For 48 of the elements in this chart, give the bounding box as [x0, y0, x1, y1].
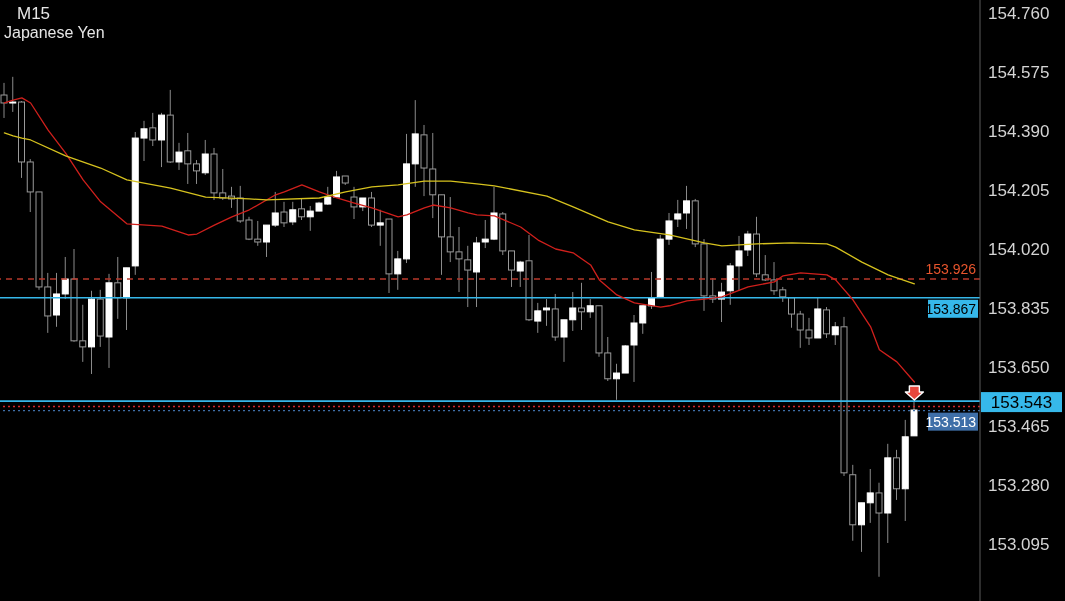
- y-tick-label: 154.760: [988, 4, 1050, 24]
- y-tick-label: 153.465: [988, 417, 1050, 436]
- candlestick: [613, 363, 620, 401]
- y-tick-label: 153.095: [988, 534, 1050, 554]
- candlestick: [586, 298, 594, 319]
- y-tick-label: 154.205: [988, 181, 1050, 201]
- candlestick: [534, 302, 542, 334]
- candlestick: [280, 201, 288, 228]
- ref-line-label: 153.926: [925, 260, 977, 277]
- candlestick: [289, 201, 297, 226]
- y-tick-label: 153.650: [988, 358, 1050, 378]
- ref-line-label: 153.543: [990, 393, 1053, 413]
- candlestick: [823, 306, 830, 339]
- candlestick: [61, 256, 69, 300]
- candlestick: [866, 468, 874, 524]
- candlestick: [175, 142, 183, 171]
- candlestick: [788, 297, 795, 329]
- candlestick: [184, 132, 192, 185]
- candlestick: [193, 159, 200, 185]
- text: Japanese Yen: [4, 24, 105, 42]
- y-tick-label: 153.280: [988, 475, 1050, 495]
- candlestick: [508, 250, 515, 288]
- candlestick: [831, 321, 839, 346]
- candlestick: [271, 191, 279, 228]
- candlestick: [674, 199, 682, 228]
- candlestick: [263, 224, 270, 258]
- chart-title: M15: [17, 4, 51, 24]
- y-tick-label: 154.390: [988, 122, 1050, 142]
- candlestick: [149, 112, 157, 147]
- candlestick: [114, 256, 122, 320]
- candlestick: [858, 502, 865, 553]
- y-tick-label: 154.020: [988, 240, 1050, 260]
- candlestick: [350, 186, 358, 220]
- candlestick: [394, 250, 402, 291]
- candlestick: [875, 482, 883, 578]
- candlestick: [578, 282, 585, 331]
- y-tick-label: 154.575: [988, 63, 1050, 83]
- candlestick: [683, 185, 690, 230]
- ref-line-label: 153.867: [925, 300, 977, 317]
- candlestick: [543, 298, 550, 327]
- candlestick: [201, 139, 209, 176]
- candlestick: [516, 260, 524, 288]
- candlestick: [376, 209, 384, 247]
- candlestick: [9, 76, 17, 113]
- candlestick: [298, 197, 305, 221]
- y-tick-label: 153.835: [988, 299, 1050, 319]
- line-series: [3, 132, 916, 285]
- candlestick: [53, 272, 60, 328]
